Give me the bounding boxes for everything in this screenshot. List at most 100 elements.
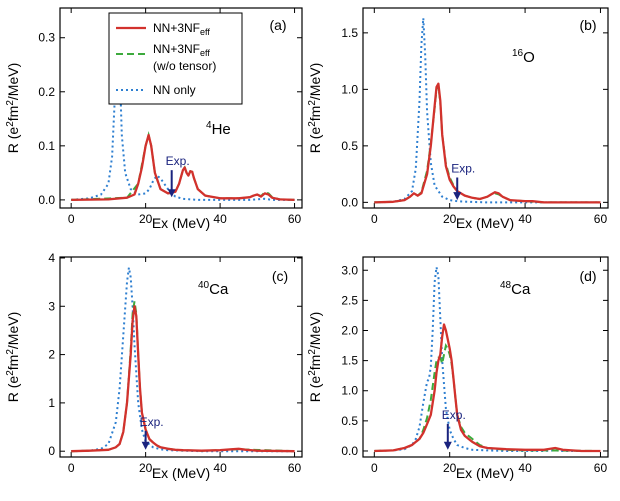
panel-c-series [71, 267, 295, 453]
panel-d-ylabel: R (e2fm2/MeV) [307, 312, 323, 402]
exp-arrowhead [167, 189, 176, 198]
x-tick-label: 20 [443, 461, 457, 475]
y-tick-label: 3 [48, 299, 55, 313]
x-tick-label: 40 [213, 212, 227, 226]
panel-a: (a) 4He Ex (MeV) R (e2fm2/MeV) 0 20 40 60 0… [5, 7, 303, 231]
panel-b-xlabel: Ex (MeV) [456, 215, 514, 231]
panel-a-series [71, 16, 295, 202]
panel-c-frame [59, 256, 303, 458]
y-tick-label: 0.0 [341, 444, 358, 458]
y-tick-label: 4 [48, 251, 55, 265]
y-tick-label: 0.2 [38, 85, 55, 99]
panel-a-yticks: 0.0 0.1 0.2 0.3 [38, 31, 302, 207]
y-tick-label: 0 [48, 444, 55, 458]
panel-d: (d) 48Ca Ex (MeV) R (e2fm2/MeV) 0 20 40 60 … [307, 256, 609, 481]
y-tick-label: 2.0 [341, 323, 358, 337]
y-tick-label: 1.5 [341, 354, 358, 368]
panel-c-xlabel: Ex (MeV) [152, 465, 210, 481]
series-notensor [71, 301, 295, 453]
y-tick-label: 1.5 [341, 26, 358, 40]
x-tick-label: 60 [594, 461, 608, 475]
panel-b-xticks: 0 20 40 60 [371, 8, 607, 226]
exp-arrowhead [443, 441, 452, 450]
y-tick-label: 2 [48, 348, 55, 362]
y-tick-label: 1.0 [341, 384, 358, 398]
y-tick-label: 2.5 [341, 293, 358, 307]
panel-b-yticks: 0.0 0.5 1.0 1.5 [341, 26, 608, 209]
y-tick-label: 1 [48, 396, 55, 410]
x-tick-label: 20 [139, 461, 153, 475]
panel-a-xticks: 0 20 40 60 [68, 8, 302, 226]
series-notensor [374, 82, 601, 204]
panel-d-xlabel: Ex (MeV) [456, 465, 514, 481]
panel-a-ylabel: R (e2fm2/MeV) [5, 63, 21, 153]
series-nn3nf [374, 82, 601, 204]
x-tick-label: 0 [371, 461, 378, 475]
exp-arrowhead [141, 441, 150, 450]
x-tick-label: 60 [288, 461, 302, 475]
panel-a-xlabel: Ex (MeV) [152, 215, 210, 231]
panel-a-frame [59, 7, 303, 209]
legend-entry-notensor: NN+3NFeff [153, 42, 210, 58]
panel-d-series [374, 266, 601, 453]
series-nn3nf [71, 133, 295, 202]
series-nnonly [374, 18, 601, 204]
series-notensor [374, 342, 601, 452]
panel-c-label: (c) [272, 268, 288, 284]
panel-d-xticks: 0 20 40 60 [371, 257, 607, 475]
x-tick-label: 60 [288, 212, 302, 226]
y-tick-label: 0.0 [38, 193, 55, 207]
panel-b-exp: Exp. [451, 161, 475, 201]
y-tick-label: 3.0 [341, 263, 358, 277]
exp-label: Exp. [442, 408, 466, 422]
x-tick-label: 0 [68, 461, 75, 475]
legend-entry-notensor-note: (w/o tensor) [153, 59, 216, 73]
panel-c-exp: Exp. [140, 415, 164, 450]
x-tick-label: 60 [594, 212, 608, 226]
panel-d-frame [362, 256, 609, 458]
legend-entry-nnonly: NN only [153, 83, 196, 97]
exp-label: Exp. [451, 161, 475, 175]
exp-label: Exp. [166, 154, 190, 168]
panel-a-exp: Exp. [166, 154, 190, 198]
y-tick-label: 0.1 [38, 139, 55, 153]
panel-a-nucleus: 4He [206, 120, 231, 138]
y-tick-label: 0.0 [341, 195, 358, 209]
panel-b-series [374, 18, 601, 204]
y-tick-label: 0.5 [341, 414, 358, 428]
panel-b-label: (b) [579, 17, 596, 33]
panel-d-exp: Exp. [442, 408, 466, 450]
series-nnonly [374, 266, 601, 452]
panel-c-yticks: 0 1 2 3 4 [48, 251, 302, 458]
panel-d-label: (d) [579, 268, 596, 284]
x-tick-label: 40 [213, 461, 227, 475]
panel-b-ylabel: R (e2fm2/MeV) [307, 63, 323, 153]
x-tick-label: 0 [68, 212, 75, 226]
legend: NN+3NFeff NN+3NFeff (w/o tensor) NN only [108, 12, 243, 105]
panel-d-nucleus: 48Ca [500, 280, 531, 298]
panel-d-yticks: 0.0 0.5 1.0 1.5 2.0 2.5 3.0 [341, 263, 608, 458]
panel-b-frame [362, 7, 609, 209]
panel-b-nucleus: 16O [512, 48, 535, 66]
panel-a-label: (a) [269, 17, 286, 33]
panel-c: (c) 40Ca Ex (MeV) R (e2fm2/MeV) 0 20 40 60 … [5, 251, 303, 481]
panel-c-xticks: 0 20 40 60 [68, 257, 302, 475]
series-nnonly [71, 16, 295, 201]
y-tick-label: 1.0 [341, 82, 358, 96]
y-tick-label: 0.3 [38, 31, 55, 45]
x-tick-label: 20 [443, 212, 457, 226]
x-tick-label: 20 [139, 212, 153, 226]
legend-entry-nn3nf: NN+3NFeff [153, 21, 210, 37]
x-tick-label: 40 [518, 212, 532, 226]
panel-c-nucleus: 40Ca [198, 280, 229, 298]
series-nn3nf [374, 323, 601, 453]
panel-b: (b) 16O Ex (MeV) R (e2fm2/MeV) 0 20 40 60 0… [307, 7, 609, 231]
exp-label: Exp. [140, 415, 164, 429]
x-tick-label: 0 [371, 212, 378, 226]
series-nnonly [71, 267, 295, 453]
exp-arrowhead [453, 192, 462, 201]
y-tick-label: 0.5 [341, 139, 358, 153]
panel-c-ylabel: R (e2fm2/MeV) [5, 312, 21, 402]
series-nn3nf [71, 305, 295, 453]
